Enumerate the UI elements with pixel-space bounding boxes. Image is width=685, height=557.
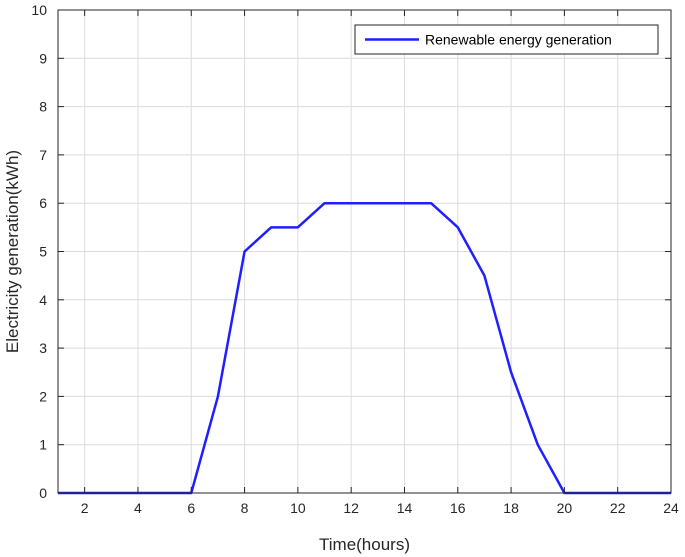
x-axis-label: Time(hours) (319, 535, 410, 554)
x-tick-label: 16 (450, 500, 466, 516)
x-ticks: 2 4 6 8 10 12 14 16 18 20 22 24 (81, 10, 679, 516)
x-tick-label: 18 (503, 500, 519, 516)
x-tick-label: 22 (610, 500, 626, 516)
y-tick-label: 4 (39, 292, 47, 308)
y-axis-label: Electricity generation(kWh) (3, 150, 22, 353)
x-tick-label: 8 (241, 500, 249, 516)
y-tick-label: 7 (39, 147, 47, 163)
y-tick-label: 6 (39, 195, 47, 211)
x-tick-label: 2 (81, 500, 89, 516)
legend: Renewable energy generation (354, 24, 659, 55)
x-tick-label: 14 (397, 500, 413, 516)
legend-label: Renewable energy generation (425, 32, 612, 48)
y-tick-label: 2 (39, 388, 47, 404)
x-tick-label: 4 (134, 500, 142, 516)
y-tick-label: 1 (39, 437, 47, 453)
x-tick-label: 24 (663, 500, 679, 516)
y-tick-label: 9 (39, 50, 47, 66)
y-tick-label: 8 (39, 99, 47, 115)
y-tick-label: 0 (39, 485, 47, 501)
y-tick-label: 5 (39, 244, 47, 260)
y-ticks: 0 1 2 3 4 5 6 7 8 9 10 (31, 2, 671, 501)
y-tick-label: 10 (31, 2, 47, 18)
x-tick-label: 6 (187, 500, 195, 516)
x-tick-label: 20 (557, 500, 573, 516)
x-tick-label: 10 (290, 500, 306, 516)
y-tick-label: 3 (39, 340, 47, 356)
x-tick-label: 12 (343, 500, 359, 516)
